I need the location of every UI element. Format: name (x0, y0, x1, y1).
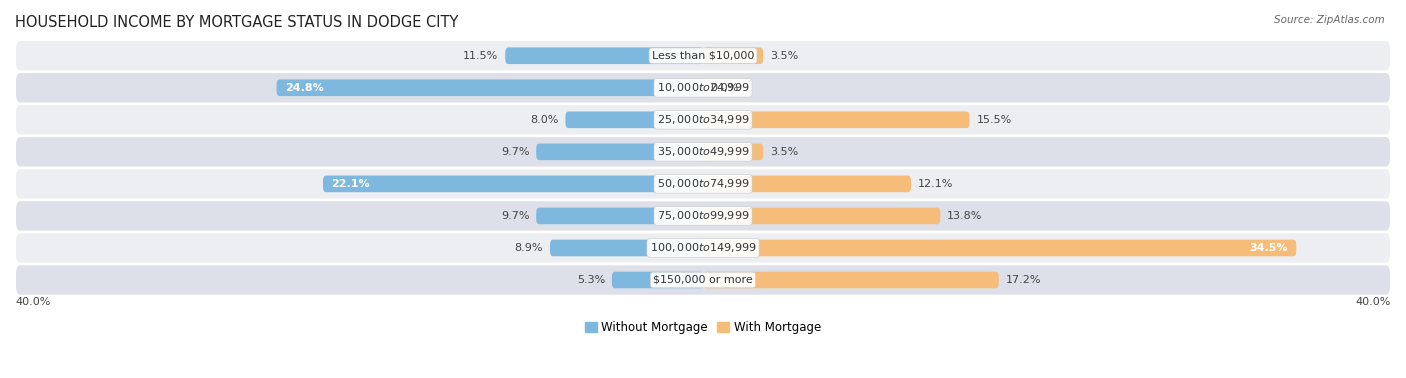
Text: 40.0%: 40.0% (1355, 297, 1391, 307)
FancyBboxPatch shape (15, 232, 1391, 263)
FancyBboxPatch shape (703, 144, 763, 160)
Text: 8.9%: 8.9% (515, 243, 543, 253)
Text: 3.5%: 3.5% (770, 147, 799, 157)
Text: 40.0%: 40.0% (15, 297, 51, 307)
Text: 11.5%: 11.5% (463, 51, 498, 61)
FancyBboxPatch shape (612, 272, 703, 288)
Text: $10,000 to $24,999: $10,000 to $24,999 (657, 81, 749, 94)
FancyBboxPatch shape (15, 104, 1391, 135)
Text: 13.8%: 13.8% (948, 211, 983, 221)
FancyBboxPatch shape (277, 79, 703, 96)
FancyBboxPatch shape (565, 112, 703, 128)
Text: 9.7%: 9.7% (501, 211, 529, 221)
FancyBboxPatch shape (536, 208, 703, 224)
Legend: Without Mortgage, With Mortgage: Without Mortgage, With Mortgage (581, 316, 825, 338)
FancyBboxPatch shape (550, 240, 703, 256)
FancyBboxPatch shape (15, 40, 1391, 71)
Text: $150,000 or more: $150,000 or more (654, 275, 752, 285)
Text: $100,000 to $149,999: $100,000 to $149,999 (650, 242, 756, 254)
Text: 15.5%: 15.5% (976, 115, 1012, 125)
Text: 34.5%: 34.5% (1249, 243, 1288, 253)
FancyBboxPatch shape (15, 136, 1391, 167)
FancyBboxPatch shape (15, 168, 1391, 200)
FancyBboxPatch shape (536, 144, 703, 160)
Text: Less than $10,000: Less than $10,000 (652, 51, 754, 61)
Text: 0.0%: 0.0% (710, 83, 738, 93)
FancyBboxPatch shape (703, 272, 998, 288)
Text: 3.5%: 3.5% (770, 51, 799, 61)
Text: $50,000 to $74,999: $50,000 to $74,999 (657, 177, 749, 191)
Text: HOUSEHOLD INCOME BY MORTGAGE STATUS IN DODGE CITY: HOUSEHOLD INCOME BY MORTGAGE STATUS IN D… (15, 15, 458, 30)
FancyBboxPatch shape (15, 72, 1391, 104)
Text: 17.2%: 17.2% (1005, 275, 1042, 285)
Text: 9.7%: 9.7% (501, 147, 529, 157)
Text: $25,000 to $34,999: $25,000 to $34,999 (657, 113, 749, 126)
Text: 24.8%: 24.8% (285, 83, 323, 93)
FancyBboxPatch shape (703, 240, 1296, 256)
FancyBboxPatch shape (703, 47, 763, 64)
Text: $35,000 to $49,999: $35,000 to $49,999 (657, 146, 749, 158)
Text: 12.1%: 12.1% (918, 179, 953, 189)
FancyBboxPatch shape (703, 208, 941, 224)
Text: 8.0%: 8.0% (530, 115, 558, 125)
FancyBboxPatch shape (15, 200, 1391, 232)
FancyBboxPatch shape (703, 112, 970, 128)
Text: Source: ZipAtlas.com: Source: ZipAtlas.com (1274, 15, 1385, 25)
Text: $75,000 to $99,999: $75,000 to $99,999 (657, 209, 749, 222)
FancyBboxPatch shape (505, 47, 703, 64)
FancyBboxPatch shape (703, 175, 911, 192)
Text: 22.1%: 22.1% (332, 179, 370, 189)
FancyBboxPatch shape (323, 175, 703, 192)
Text: 5.3%: 5.3% (576, 275, 605, 285)
FancyBboxPatch shape (15, 264, 1391, 296)
